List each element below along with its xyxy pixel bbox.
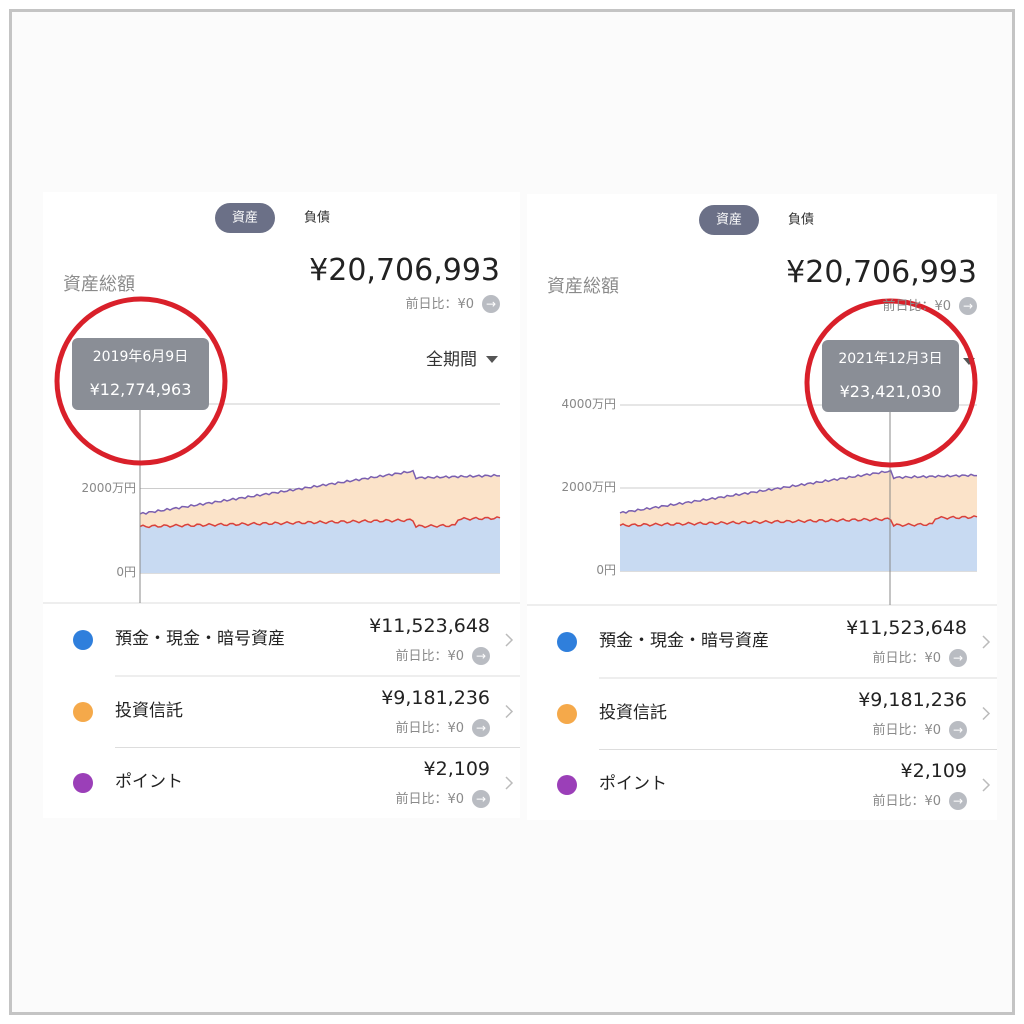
chevron [505,633,514,647]
arrow-icon: → [949,649,967,667]
arrow-icon: → [959,297,977,315]
axis-label: 0円 [116,565,136,579]
panel: 資産 負債資産総額 ¥20,706,993 前日比：¥0 → 0円 2000万円 4000万円… [527,194,997,820]
period-caret [486,356,498,363]
axis-label: 0円 [596,563,616,577]
item-name[interactable]: ポイント [115,772,183,792]
chart [43,296,520,790]
tab[interactable]: 資産 [231,210,259,226]
category-dot [73,773,93,793]
highlight-circle [804,298,978,468]
item-name[interactable]: 預金・現金・暗号資産 [115,629,285,649]
chevron [982,706,991,721]
period[interactable]: 全期間 [426,350,477,370]
total: ¥20,706,993 [786,255,977,290]
category-dot [73,630,93,650]
arrow-icon: → [472,718,490,737]
item-amount: ¥11,523,648 [846,617,967,639]
line-fund [619,469,977,514]
item-change: 前日比：¥0 [872,651,941,666]
item-name[interactable]: 投資信託 [599,702,667,723]
tooltip: 2019年6月9日 ¥12,774,963 [72,338,209,410]
chevron [505,704,514,719]
chevron [505,776,514,790]
item-amount: ¥9,181,236 [381,686,490,709]
line-cash [619,515,978,528]
item-change: 前日比：¥0 [395,792,464,807]
item-change: 前日比：¥0 [872,794,941,809]
item-amount: ¥9,181,236 [858,688,967,711]
tooltip-date: 2021年12月3日 [838,351,943,367]
item-name[interactable]: 預金・現金・暗号資産 [599,631,769,651]
category-dot [557,775,577,795]
category-dot [557,632,577,652]
tab-active-bg [215,203,275,233]
line-cash [139,516,501,529]
item-amount: ¥2,109 [423,758,490,780]
total-label: 資産総額 [63,274,135,295]
arrow-icon: → [482,295,500,313]
tab[interactable]: 負債 [303,210,331,226]
tooltip-value: ¥12,774,963 [89,380,192,399]
tab[interactable]: 資産 [715,212,743,228]
tab[interactable]: 負債 [787,212,815,228]
item-change: 前日比：¥0 [395,649,464,664]
change: 前日比：¥0 [405,297,474,312]
item-change: 前日比：¥0 [872,722,941,738]
arrow-icon: → [949,720,967,739]
total-label: 資産総額 [547,276,619,297]
category-dot [557,703,577,724]
panel: 資産 負債資産総額 ¥20,706,993 前日比：¥0 → 全期間 0円 2000万円 201… [43,192,520,818]
category-dot [73,701,93,722]
highlight-circle [54,296,228,466]
axis-label: 2000万円 [561,480,616,494]
chevron [982,778,991,792]
item-change: 前日比：¥0 [395,720,464,736]
chevron [982,635,991,649]
arrow-icon: → [472,790,490,808]
line-fund [139,469,500,515]
tab-active-bg [699,205,759,235]
axis-label: 4000万円 [561,397,616,411]
axis-label: 2000万円 [81,480,136,495]
item-name[interactable]: ポイント [599,774,667,794]
item-amount: ¥11,523,648 [369,615,490,637]
item-name[interactable]: 投資信託 [115,700,183,721]
arrow-icon: → [472,647,490,665]
arrow-icon: → [949,792,967,810]
area-cash [620,515,977,571]
area-cash [140,516,500,573]
change: 前日比：¥0 [882,299,951,314]
total: ¥20,706,993 [309,253,500,288]
tooltip-value: ¥23,421,030 [839,382,942,401]
item-amount: ¥2,109 [900,760,967,782]
tooltip: 2021年12月3日 ¥23,421,030 [822,340,959,412]
tooltip-date: 2019年6月9日 [92,349,189,365]
